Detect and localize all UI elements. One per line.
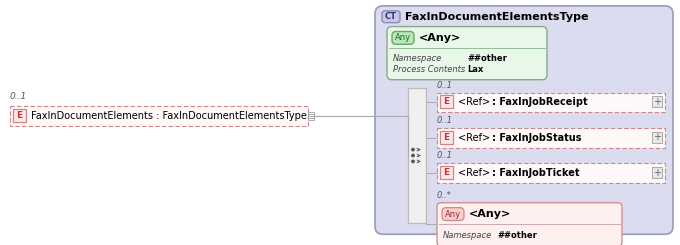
- Text: +: +: [653, 168, 661, 178]
- Bar: [437, 93, 665, 112]
- Text: Namespace: Namespace: [443, 231, 492, 240]
- Bar: [652, 97, 662, 107]
- Bar: [437, 163, 665, 183]
- Text: E: E: [443, 168, 449, 177]
- Circle shape: [412, 148, 414, 151]
- Bar: [652, 132, 662, 143]
- Text: <Any>: <Any>: [419, 33, 461, 43]
- Text: <Ref>: <Ref>: [458, 168, 490, 178]
- Text: 0..*: 0..*: [437, 191, 452, 200]
- Text: Any: Any: [395, 33, 411, 42]
- Text: E: E: [16, 111, 22, 120]
- Text: : FaxInJobReceipt: : FaxInJobReceipt: [492, 97, 588, 107]
- Bar: [440, 166, 453, 179]
- Bar: [437, 128, 665, 148]
- Text: <Any>: <Any>: [469, 209, 511, 219]
- Text: FaxInDocumentElementsType: FaxInDocumentElementsType: [405, 12, 588, 22]
- FancyBboxPatch shape: [387, 26, 547, 80]
- Text: FaxInDocumentElements : FaxInDocumentElementsType: FaxInDocumentElements : FaxInDocumentEle…: [31, 111, 307, 121]
- Text: +: +: [653, 132, 661, 142]
- Text: <Ref>: <Ref>: [458, 97, 490, 107]
- Text: <Ref>: <Ref>: [458, 133, 490, 143]
- Text: Namespace: Namespace: [393, 54, 442, 62]
- Text: 0..1: 0..1: [437, 116, 453, 125]
- Text: +: +: [653, 97, 661, 107]
- Text: E: E: [443, 133, 449, 142]
- Bar: [652, 167, 662, 178]
- Text: 0..1: 0..1: [437, 151, 453, 160]
- Bar: [408, 88, 426, 223]
- FancyBboxPatch shape: [442, 208, 464, 220]
- Text: 0..1: 0..1: [437, 81, 453, 90]
- FancyBboxPatch shape: [382, 11, 400, 23]
- FancyBboxPatch shape: [437, 203, 622, 245]
- Bar: [440, 131, 453, 144]
- FancyBboxPatch shape: [375, 6, 673, 234]
- Bar: [440, 96, 453, 108]
- Text: CT: CT: [385, 12, 397, 21]
- FancyBboxPatch shape: [392, 32, 414, 44]
- Text: : FaxInJobStatus: : FaxInJobStatus: [492, 133, 581, 143]
- Bar: [13, 109, 26, 122]
- Text: ##other: ##other: [497, 231, 537, 240]
- Circle shape: [412, 154, 414, 157]
- Text: : FaxInJobTicket: : FaxInJobTicket: [492, 168, 579, 178]
- Text: ##other: ##other: [467, 54, 507, 62]
- Text: 0..1: 0..1: [10, 92, 27, 101]
- Bar: [10, 106, 308, 126]
- Circle shape: [412, 160, 414, 163]
- Text: Process Contents: Process Contents: [393, 65, 465, 74]
- Bar: [308, 112, 314, 120]
- Text: Lax: Lax: [467, 65, 483, 74]
- Text: E: E: [443, 97, 449, 106]
- Text: Any: Any: [445, 209, 461, 219]
